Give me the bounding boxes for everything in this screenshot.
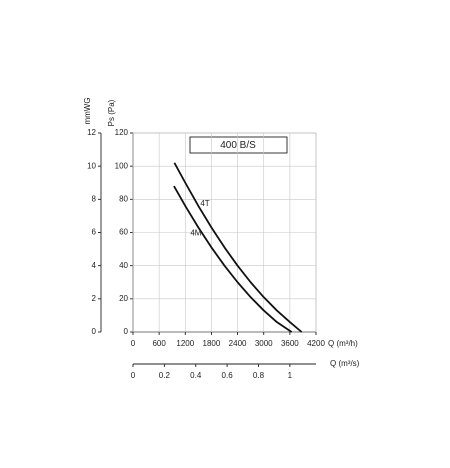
- y-tick-label: 60: [119, 228, 128, 237]
- y2-tick-label: 8: [92, 194, 97, 203]
- x-tick-label: 3000: [255, 339, 273, 348]
- y2-tick-label: 2: [92, 294, 97, 303]
- y-tick-label: 0: [124, 327, 129, 336]
- x-tick-label: 1800: [203, 339, 221, 348]
- chart-title: 400 B/S: [220, 140, 256, 151]
- series-line: [173, 185, 293, 333]
- x-tick-label: 1200: [176, 339, 194, 348]
- x2-tick-label: 0: [131, 371, 136, 380]
- x-tick-label: 0: [131, 339, 136, 348]
- y2-axis-title: mmWG: [83, 97, 92, 124]
- y-tick-label: 80: [119, 194, 128, 203]
- y2-tick-label: 6: [92, 228, 97, 237]
- series-label: 4M: [190, 229, 201, 238]
- y-tick-label: 20: [119, 294, 128, 303]
- y-axis-title: Ps (Pa): [107, 99, 116, 126]
- y2-tick-label: 0: [92, 327, 97, 336]
- x2-tick-label: 1: [288, 371, 293, 380]
- x-tick-label: 4200: [307, 339, 325, 348]
- title-box: [189, 136, 288, 154]
- y-tick-label: 40: [119, 261, 128, 270]
- series-label: 4T: [200, 199, 209, 208]
- x-tick-label: 600: [152, 339, 166, 348]
- x2-axis-title: Q (m³/s): [330, 359, 360, 368]
- x-tick-label: 3600: [281, 339, 299, 348]
- x2-tick-label: 0.2: [159, 371, 171, 380]
- y2-tick-label: 12: [87, 128, 96, 137]
- y2-tick-label: 10: [87, 161, 96, 170]
- x2-tick-label: 0.8: [253, 371, 265, 380]
- x2-tick-label: 0.4: [190, 371, 202, 380]
- x-tick-label: 2400: [229, 339, 247, 348]
- x2-tick-label: 0.6: [222, 371, 234, 380]
- y-tick-label: 120: [115, 128, 129, 137]
- series-line: [173, 162, 303, 333]
- y-tick-label: 100: [115, 161, 129, 170]
- x-axis-title: Q (m³/h): [328, 339, 358, 348]
- y2-tick-label: 4: [92, 261, 97, 270]
